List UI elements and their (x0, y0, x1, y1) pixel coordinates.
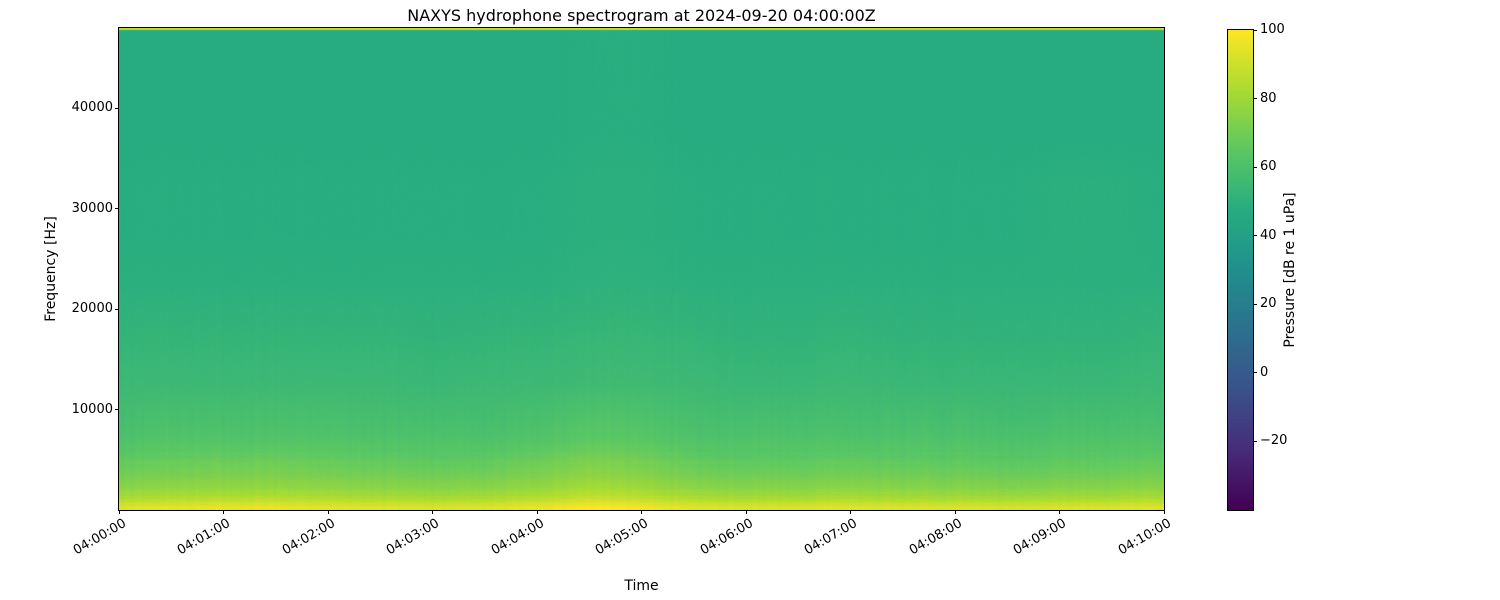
x-tick-label: 04:00:00 (70, 516, 129, 559)
colorbar-tick-label: −20 (1260, 433, 1288, 449)
x-tick-label: 04:04:00 (488, 516, 547, 559)
x-tick-mark (850, 510, 851, 514)
x-tick-mark (223, 510, 224, 514)
colorbar-tick-mark (1253, 372, 1257, 374)
colorbar-tick-label: 40 (1260, 227, 1277, 243)
y-tick-mark (115, 107, 119, 109)
colorbar-tick-mark (1253, 98, 1257, 100)
y-tick-mark (115, 409, 119, 411)
colorbar-tick-mark (1253, 166, 1257, 168)
spectrogram-canvas (119, 28, 1164, 510)
chart-title: NAXYS hydrophone spectrogram at 2024-09-… (407, 6, 876, 25)
x-tick-label: 04:02:00 (279, 516, 338, 559)
colorbar-tick-label: 80 (1260, 90, 1277, 106)
y-tick-label: 20000 (71, 301, 113, 317)
x-tick-label: 04:05:00 (592, 516, 651, 559)
x-tick-mark (641, 510, 642, 514)
x-axis-label: Time (624, 578, 659, 594)
x-tick-label: 04:03:00 (383, 516, 442, 559)
colorbar-label: Pressure [dB re 1 uPa] (1282, 192, 1298, 348)
colorbar-tick-label: 100 (1260, 22, 1285, 37)
x-tick-mark (536, 510, 538, 514)
x-tick-mark (118, 510, 120, 514)
colorbar-tick-label: 20 (1260, 296, 1277, 312)
y-tick-label: 30000 (71, 200, 113, 216)
x-tick-mark (745, 510, 747, 514)
colorbar-tick-mark (1253, 440, 1257, 442)
x-tick-mark (1059, 510, 1060, 514)
x-tick-mark (1163, 510, 1165, 514)
colorbar-tick-mark (1253, 235, 1257, 237)
plot-border (118, 27, 1165, 511)
x-tick-label: 04:01:00 (174, 516, 233, 559)
colorbar-tick-label: 60 (1260, 159, 1277, 175)
y-tick-label: 10000 (71, 401, 113, 417)
colorbar-tick-label: 0 (1260, 364, 1269, 380)
x-tick-label: 04:08:00 (906, 516, 965, 559)
y-tick-label: 40000 (71, 100, 113, 116)
x-tick-mark (954, 510, 956, 514)
x-tick-label: 04:10:00 (1115, 516, 1174, 559)
x-tick-mark (327, 510, 329, 514)
x-tick-label: 04:07:00 (801, 516, 860, 559)
x-tick-label: 04:09:00 (1010, 516, 1069, 559)
x-tick-label: 04:06:00 (697, 516, 756, 559)
colorbar-gradient (1228, 30, 1253, 510)
colorbar-tick-mark (1253, 303, 1257, 305)
colorbar-tick-mark (1253, 29, 1257, 31)
x-tick-mark (432, 510, 433, 514)
y-tick-mark (115, 308, 119, 310)
colorbar-border (1227, 29, 1254, 511)
y-tick-mark (115, 208, 119, 210)
